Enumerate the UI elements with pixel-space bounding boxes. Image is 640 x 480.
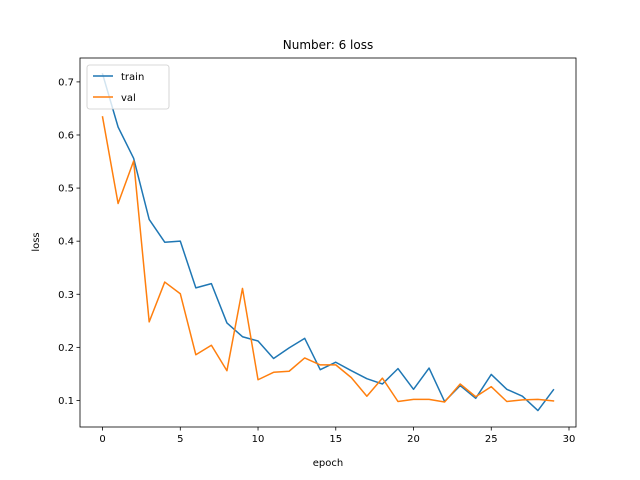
y-tick-label: 0.2 (58, 343, 74, 354)
y-tick-label: 0.5 (58, 184, 74, 195)
x-tick-label: 0 (99, 434, 105, 445)
axes-frame (79, 57, 577, 428)
x-tick-label: 10 (252, 434, 265, 445)
series-layer (101, 72, 555, 412)
y-axis-label: loss (31, 232, 42, 251)
y-tick-label: 0.7 (58, 77, 74, 88)
chart-title: Number: 6 loss (283, 38, 373, 52)
x-tick-label: 20 (407, 434, 420, 445)
x-tick-label: 25 (485, 434, 498, 445)
legend-label-val: val (121, 93, 136, 104)
ticks-layer: 0 5 10 15 20 25 30 0.1 0.2 0.3 0.4 0.5 0.6 0.7 (58, 77, 575, 445)
x-axis-label: epoch (313, 458, 343, 469)
y-tick-label: 0.4 (58, 237, 74, 248)
x-tick-label: 15 (329, 434, 342, 445)
legend-label-train: train (121, 72, 144, 83)
y-tick-label: 0.3 (58, 290, 74, 301)
y-tick-label: 0.1 (58, 396, 74, 407)
x-tick-label: 30 (563, 434, 576, 445)
y-tick-label: 0.6 (58, 130, 74, 141)
x-tick-label: 5 (177, 434, 183, 445)
series-line-val (101, 116, 555, 403)
legend: train val (86, 64, 170, 110)
